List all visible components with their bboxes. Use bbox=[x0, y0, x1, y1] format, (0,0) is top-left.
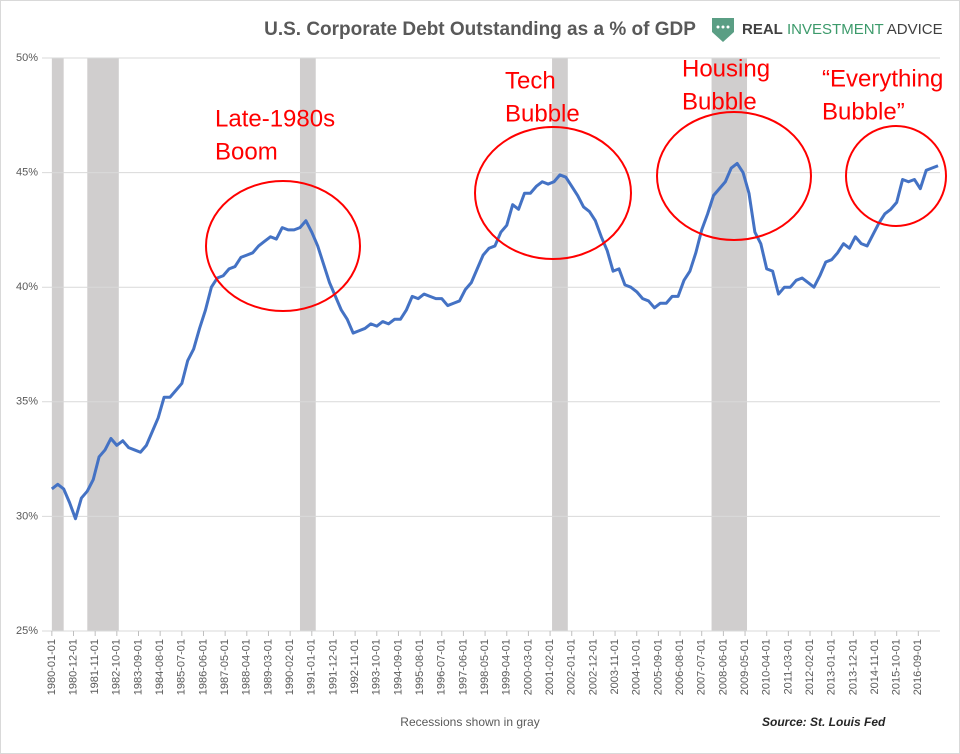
x-tick-label: 1996-07-01 bbox=[436, 639, 448, 695]
x-tick-label: 2003-11-01 bbox=[609, 639, 621, 694]
x-tick-label: 2006-08-01 bbox=[674, 639, 686, 695]
x-tick-label: 1998-05-01 bbox=[479, 639, 491, 695]
x-tick-label: 1980-01-01 bbox=[46, 639, 58, 695]
y-tick-label: 35% bbox=[16, 396, 38, 408]
x-tick-label: 2008-06-01 bbox=[717, 639, 729, 695]
recession-band bbox=[711, 58, 748, 631]
logo-dot bbox=[726, 25, 730, 29]
recession-band bbox=[87, 58, 119, 631]
brand-word: ADVICE bbox=[887, 21, 943, 38]
x-tick-label: 1988-04-01 bbox=[241, 639, 253, 695]
x-tick-label: 2011-03-01 bbox=[782, 639, 794, 694]
annotation-circle bbox=[205, 180, 361, 312]
recession-band bbox=[299, 58, 316, 631]
x-tick-label: 1982-10-01 bbox=[111, 639, 123, 695]
logo-dot bbox=[721, 25, 725, 29]
x-tick-label: 2012-02-01 bbox=[804, 639, 816, 695]
x-tick-label: 1995-08-01 bbox=[414, 639, 426, 695]
x-tick-label: 2002-01-01 bbox=[566, 639, 578, 695]
x-tick-label: 1987-05-01 bbox=[219, 639, 231, 695]
x-tick-label: 1989-03-01 bbox=[262, 639, 274, 695]
y-tick-label: 50% bbox=[16, 52, 38, 64]
x-axis-title: Recessions shown in gray bbox=[400, 715, 539, 729]
recession-band bbox=[552, 58, 568, 631]
brand-logo bbox=[712, 18, 734, 42]
recession-band bbox=[51, 58, 64, 631]
x-tick-label: 2013-12-01 bbox=[847, 639, 859, 695]
x-tick-label: 2014-11-01 bbox=[869, 639, 881, 694]
chart-title: U.S. Corporate Debt Outstanding as a % o… bbox=[264, 19, 696, 40]
y-tick-label: 25% bbox=[16, 625, 38, 637]
x-tick-label: 1981-11-01 bbox=[89, 639, 101, 694]
data-line bbox=[50, 161, 939, 521]
x-tick-label: 1990-02-01 bbox=[284, 639, 296, 695]
x-tick-label: 2009-05-01 bbox=[739, 639, 751, 695]
brand-text: REAL INVESTMENT ADVICE bbox=[742, 21, 943, 38]
annotation-text: Bubble bbox=[505, 100, 580, 127]
source-note: Source: St. Louis Fed bbox=[762, 715, 886, 729]
x-tick-label: 2004-10-01 bbox=[631, 639, 643, 695]
x-tick-label: 1994-09-01 bbox=[392, 639, 404, 695]
annotation-text: Boom bbox=[215, 138, 278, 165]
annotation-text: Housing bbox=[682, 55, 770, 82]
x-tick-label: 2000-03-01 bbox=[522, 639, 534, 695]
x-tick-label: 1991-12-01 bbox=[327, 639, 339, 695]
annotation-circle bbox=[474, 126, 632, 260]
annotation-text: Bubble bbox=[682, 88, 757, 115]
annotation-circle bbox=[845, 125, 947, 227]
x-tick-label: 1984-08-01 bbox=[154, 639, 166, 695]
logo-dot bbox=[716, 25, 720, 29]
y-tick-label: 30% bbox=[16, 510, 38, 522]
x-tick-label: 2015-10-01 bbox=[891, 639, 903, 695]
x-tick-label: 2010-04-01 bbox=[761, 639, 773, 695]
x-tick-label: 1986-06-01 bbox=[197, 639, 209, 695]
x-tick-label: 2013-01-01 bbox=[826, 639, 838, 695]
x-tick-label: 1983-09-01 bbox=[132, 639, 144, 695]
x-tick-label: 2005-09-01 bbox=[652, 639, 664, 695]
x-tick-label: 2002-12-01 bbox=[587, 639, 599, 695]
x-tick-label: 2016-09-01 bbox=[912, 639, 924, 695]
x-tick-label: 1980-12-01 bbox=[67, 639, 79, 695]
x-tick-label: 1999-04-01 bbox=[501, 639, 513, 695]
brand-word: INVESTMENT bbox=[787, 21, 884, 38]
x-tick-label: 1991-01-01 bbox=[306, 639, 318, 695]
annotation-circle bbox=[656, 111, 812, 241]
x-tick-label: 2001-02-01 bbox=[544, 639, 556, 695]
x-tick-label: 1985-07-01 bbox=[176, 639, 188, 695]
annotation-text: Tech bbox=[505, 67, 556, 94]
x-tick-label: 1992-11-01 bbox=[349, 639, 361, 694]
annotation-text: Bubble” bbox=[822, 98, 905, 125]
logo-shield bbox=[712, 18, 734, 42]
annotation-text: “Everything bbox=[822, 65, 943, 92]
x-tick-label: 1997-06-01 bbox=[457, 639, 469, 695]
annotation-text: Late-1980s bbox=[215, 105, 335, 132]
x-tick-label: 2007-07-01 bbox=[696, 639, 708, 695]
brand-word: REAL bbox=[742, 21, 783, 38]
x-tick-label: 1993-10-01 bbox=[371, 639, 383, 695]
y-tick-label: 45% bbox=[16, 167, 38, 179]
y-tick-label: 40% bbox=[16, 281, 38, 293]
